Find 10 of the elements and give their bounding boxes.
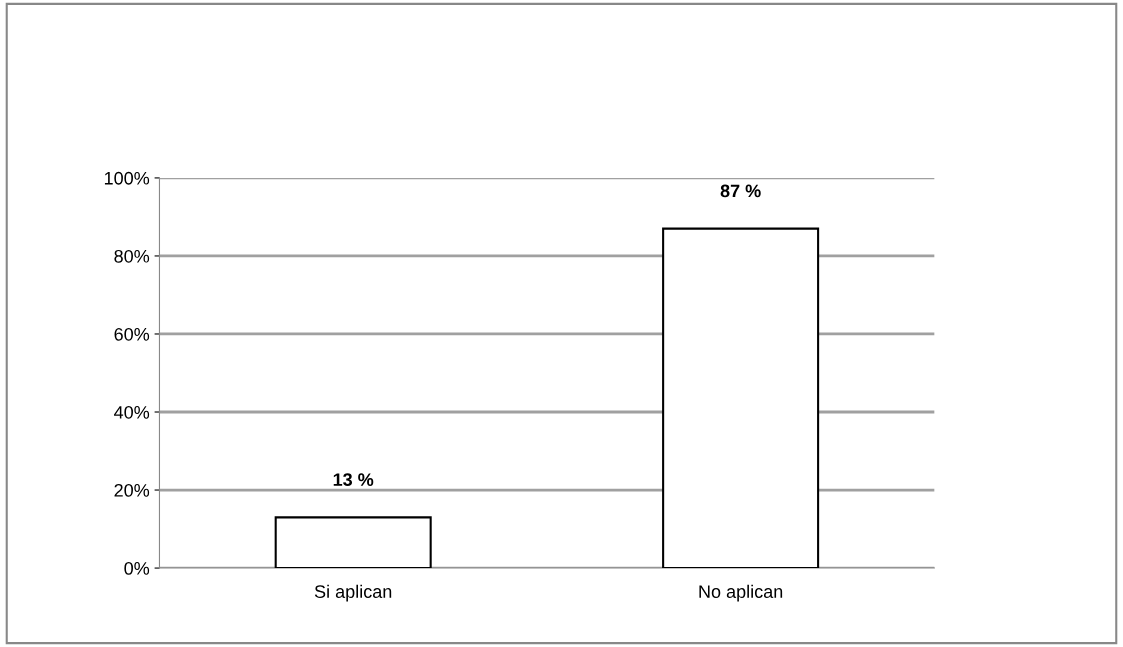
y-tick-label: 0% — [124, 562, 150, 575]
data-label: 87 % — [720, 184, 761, 198]
y-tick-label: 40% — [114, 405, 150, 419]
x-tick-label: Si aplican — [314, 584, 392, 602]
y-tick-label: 80% — [114, 249, 150, 263]
data-label: 13 % — [333, 473, 374, 487]
x-tick-label: No aplican — [699, 584, 783, 602]
y-tick-label: 100% — [104, 171, 150, 185]
y-tick-label: 60% — [114, 327, 150, 341]
y-tick-label: 20% — [114, 483, 150, 497]
